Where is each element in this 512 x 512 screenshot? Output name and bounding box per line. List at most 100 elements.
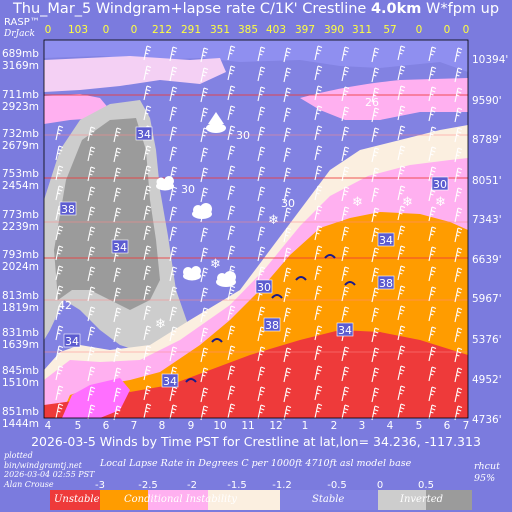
altitude-ft-label: 4952' xyxy=(472,374,502,386)
wind-barb xyxy=(397,125,406,141)
wind-barb xyxy=(428,246,437,262)
wind-barb xyxy=(371,127,380,143)
altitude-ft-label: 9590' xyxy=(472,95,502,107)
wind-barb xyxy=(371,107,380,123)
plotted-info: plotted bin/windgramtj.net 2026-03-04 02… xyxy=(4,451,94,489)
wind-barb xyxy=(454,107,463,123)
wind-barb xyxy=(87,326,96,342)
wind-barb xyxy=(428,366,437,382)
wind-barb xyxy=(87,346,96,362)
wind-barb xyxy=(454,127,463,143)
title-crest-height: 4.0km xyxy=(370,1,422,17)
pressure-level-label: 793mb xyxy=(2,249,39,261)
wind-speed-label: 34 xyxy=(336,322,354,337)
lapse-rate-description: Local Lapse Rate in Degrees C per 1000ft… xyxy=(100,458,412,469)
wind-barb xyxy=(371,347,380,363)
wind-barb xyxy=(283,47,292,63)
wind-barb xyxy=(227,165,236,181)
wind-barb xyxy=(227,145,236,161)
wind-barb xyxy=(371,187,380,203)
wstar-value: 0 xyxy=(415,24,423,36)
wind-barb xyxy=(283,107,292,123)
pressure-level-label: 831mb xyxy=(2,327,39,339)
wind-barb xyxy=(113,147,122,163)
wind-speed-label: 34 xyxy=(135,126,153,141)
wind-barb xyxy=(113,327,122,343)
wstar-value: 57 xyxy=(383,24,397,36)
wind-barb xyxy=(87,126,96,142)
wind-barb xyxy=(87,386,96,402)
wind-barb xyxy=(55,265,64,281)
legend-label-conditional: Conditional Instability xyxy=(124,494,237,505)
wind-barb xyxy=(428,306,437,322)
wind-barb xyxy=(257,86,266,102)
wind-barb xyxy=(314,325,323,341)
wind-barb xyxy=(227,305,236,321)
wind-barb xyxy=(397,45,406,61)
wind-speed-label: 30 xyxy=(281,197,295,210)
wstar-value: 0 xyxy=(443,24,451,36)
wind-barb xyxy=(454,287,463,303)
wind-barb xyxy=(87,286,96,302)
wind-barb xyxy=(257,246,266,262)
wind-barb xyxy=(169,166,178,182)
wind-barb xyxy=(169,126,178,142)
wind-barb xyxy=(143,185,152,201)
wind-barb xyxy=(257,186,266,202)
wind-barb xyxy=(397,225,406,241)
x-axis-label: 2026-03-5 Winds by Time PST for Crestlin… xyxy=(31,434,481,449)
wind-barb xyxy=(169,226,178,242)
wind-barb xyxy=(371,67,380,83)
wind-barb xyxy=(143,365,152,381)
chart-title: Thu_Mar_5 Windgram+lapse rate C/1K' Cres… xyxy=(0,0,512,18)
wstar-value: 0 xyxy=(130,24,138,36)
cloud-icon xyxy=(156,176,174,191)
wind-barb xyxy=(341,266,350,282)
altitude-m-label: 1639m xyxy=(2,339,39,351)
wind-speed-labels: 34 38 34 34 30 30 26 30 30 34 38 34 38 42 34 30 xyxy=(58,96,449,388)
wind-speed-text: 34 xyxy=(379,234,393,247)
wind-barb xyxy=(55,145,64,161)
wind-barb xyxy=(55,285,64,301)
wind-barb xyxy=(87,186,96,202)
wind-barb xyxy=(113,287,122,303)
wind-barb xyxy=(428,286,437,302)
thermal-icon xyxy=(185,378,197,383)
wind-barb xyxy=(169,306,178,322)
time-tick-label: 5 xyxy=(74,420,82,432)
plotted-line: plotted xyxy=(4,451,33,460)
wind-barb xyxy=(143,165,152,181)
altitude-ft-label: 5967' xyxy=(472,293,502,305)
magenta-wedge xyxy=(62,378,130,418)
wind-barb xyxy=(87,306,96,322)
wind-barb xyxy=(314,365,323,381)
wind-barb xyxy=(314,225,323,241)
legend-tick: 0 xyxy=(376,480,384,491)
legend-tick: -3 xyxy=(95,480,105,491)
wind-barb xyxy=(227,225,236,241)
wind-barb xyxy=(341,146,350,162)
thermal-icon xyxy=(344,281,356,286)
wind-barb xyxy=(87,146,96,162)
wind-barb xyxy=(371,307,380,323)
wind-barb xyxy=(314,105,323,121)
wind-barb xyxy=(143,345,152,361)
wind-barb xyxy=(371,367,380,383)
wind-barb xyxy=(169,106,178,122)
wind-barb xyxy=(283,327,292,343)
wind-speed-label: 30 xyxy=(181,183,195,196)
pressure-level-label: 773mb xyxy=(2,209,39,221)
wind-barb xyxy=(169,206,178,222)
wind-speed-label: 34 xyxy=(111,239,129,254)
thermal-icon xyxy=(211,338,223,343)
altitude-m-label: 1444m xyxy=(2,418,39,430)
wind-barb xyxy=(341,186,350,202)
wind-barb xyxy=(257,66,266,82)
wind-barb xyxy=(428,126,437,142)
time-tick-label: 3 xyxy=(358,420,366,432)
pale-band-top xyxy=(44,56,226,92)
wind-speed-text: 26 xyxy=(365,96,379,109)
wind-speed-label: 38 xyxy=(263,317,281,332)
wind-barb xyxy=(87,404,96,420)
wind-barb xyxy=(200,307,209,323)
